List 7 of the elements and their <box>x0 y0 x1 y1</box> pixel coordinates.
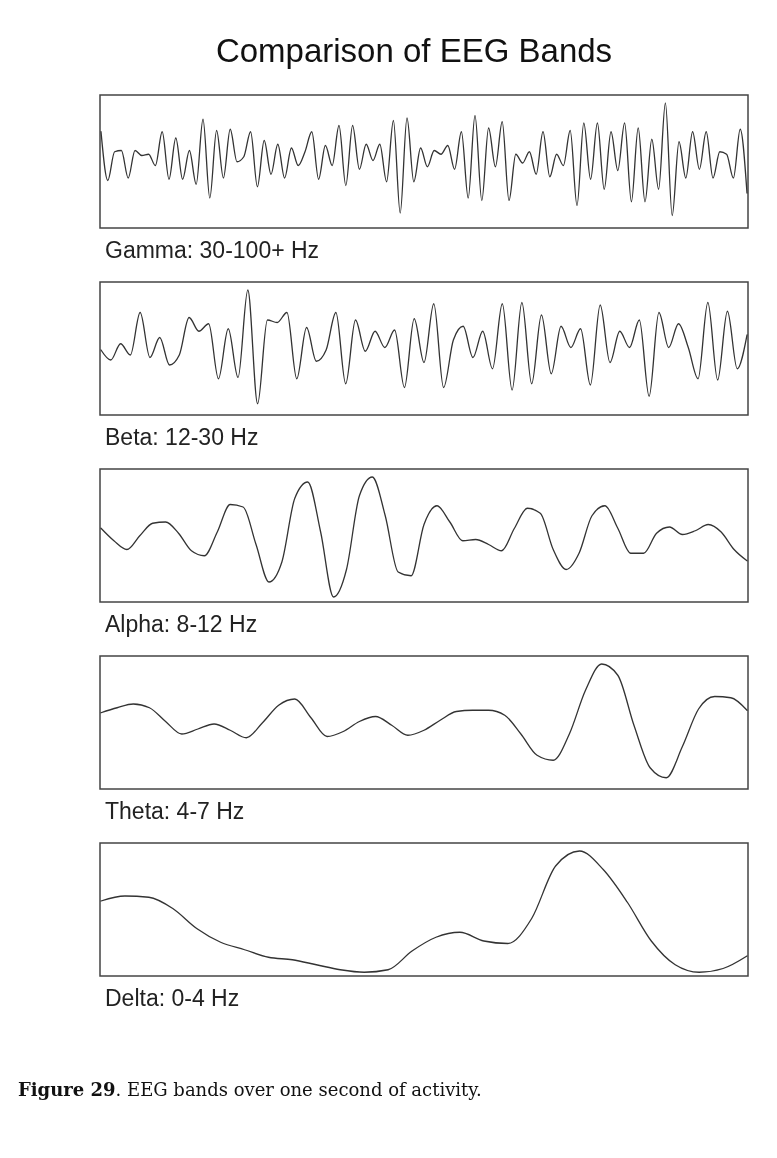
chart-title: Comparison of EEG Bands <box>215 32 613 69</box>
x-axis-title: Beta: 12-30 Hz <box>105 424 259 450</box>
x-axis-title: Theta: 4-7 Hz <box>105 798 245 824</box>
caption: Figure 29. EEG bands over one second of activity. <box>18 1079 482 1100</box>
x-axis-title: Gamma: 30-100+ Hz <box>105 237 320 263</box>
x-axis-title: Alpha: 8-12 Hz <box>105 611 258 637</box>
x-axis-title: Delta: 0-4 Hz <box>105 985 240 1011</box>
